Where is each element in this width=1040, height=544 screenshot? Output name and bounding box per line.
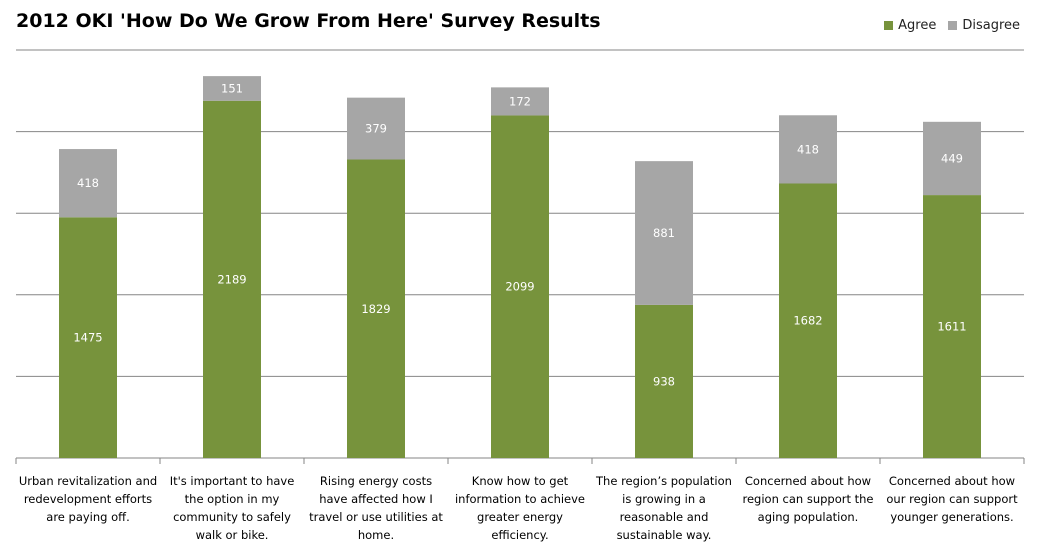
bar-agree-2 (203, 100, 261, 459)
data-label-disagree-5: 881 (653, 226, 675, 240)
bar-disagree-2 (203, 76, 261, 101)
bar-disagree-6 (779, 115, 837, 184)
bar-agree-1 (59, 217, 117, 458)
data-label-agree-6: 1682 (793, 314, 822, 328)
legend-label-disagree: Disagree (962, 18, 1020, 33)
chart-title: 2012 OKI 'How Do We Grow From Here' Surv… (16, 10, 601, 32)
data-label-disagree-2: 151 (221, 81, 243, 95)
category-label-6: Concerned about how region can support t… (742, 474, 874, 524)
bar-disagree-1 (59, 149, 117, 218)
legend-swatch-agree (884, 21, 894, 30)
legend-label-agree: Agree (898, 18, 937, 33)
data-label-disagree-3: 379 (365, 122, 387, 136)
data-label-disagree-6: 418 (797, 142, 819, 156)
bar-agree-7 (923, 195, 981, 459)
data-label-disagree-7: 449 (941, 151, 963, 165)
data-label-agree-2: 2189 (217, 272, 246, 286)
bar-agree-4 (491, 115, 549, 458)
category-label-1: Urban revitalization and redevelopment e… (18, 474, 158, 524)
bar-agree-6 (779, 183, 837, 458)
data-label-agree-7: 1611 (937, 320, 966, 334)
data-label-agree-1: 1475 (73, 331, 102, 345)
bar-agree-5 (635, 304, 693, 458)
data-label-disagree-4: 172 (509, 94, 531, 108)
category-label-3: Rising energy costs have affected how I … (309, 474, 443, 542)
bar-disagree-7 (923, 121, 981, 196)
legend-swatch-disagree (948, 21, 958, 30)
bar-disagree-3 (347, 97, 405, 160)
data-label-agree-4: 2099 (505, 280, 534, 294)
category-label-2: It's important to have the option in my … (169, 474, 295, 542)
data-label-agree-3: 1829 (361, 302, 390, 316)
category-label-7: Concerned about how our region can suppo… (886, 474, 1018, 524)
legend-item-agree: Agree (884, 18, 936, 33)
bar-disagree-5 (635, 161, 693, 305)
category-label-4: Know how to get information to achieve g… (454, 474, 586, 542)
chart-legend: Agree Disagree (872, 18, 1020, 33)
legend-item-disagree: Disagree (948, 18, 1020, 33)
bar-disagree-4 (491, 87, 549, 116)
data-label-agree-5: 938 (653, 374, 675, 388)
category-label-5: The region’s population is growing in a … (596, 474, 732, 542)
data-label-disagree-1: 418 (77, 176, 99, 190)
bar-agree-3 (347, 159, 405, 458)
